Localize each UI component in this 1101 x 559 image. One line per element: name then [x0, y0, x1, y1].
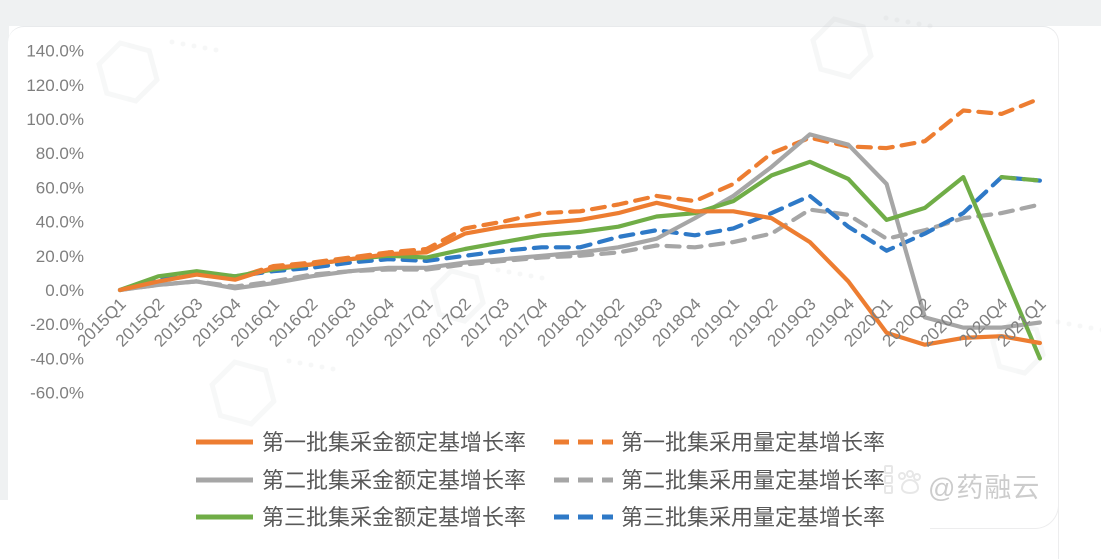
watermark-handle: @药融云: [884, 464, 1040, 507]
watermark-dot: [202, 45, 208, 51]
y-axis-tick-labels: 140.0% 120.0% 100.0% 80.0% 60.0% 40.0% 20.0% 0.…: [26, 42, 84, 403]
legend-item-batch1-amount: 第一批集采金额定基增长率: [196, 430, 526, 455]
watermark-hexagon: [990, 320, 1046, 376]
watermark-dot: [308, 362, 314, 368]
watermark-dot: [191, 43, 197, 49]
legend-label: 第二批集采金额定基增长率: [262, 468, 526, 493]
y-tick-label: -60.0%: [30, 384, 84, 403]
y-tick-label: 140.0%: [26, 42, 84, 61]
watermark-hexagon: [96, 40, 160, 104]
y-tick-label: 20.0%: [36, 247, 84, 266]
y-tick-label: 120.0%: [26, 76, 84, 95]
watermark-dot: [894, 17, 900, 23]
watermark-dot: [905, 19, 911, 25]
watermark-dot: [916, 21, 922, 27]
watermark-dot: [330, 366, 336, 372]
series-line-2-dashed: [117, 96, 1043, 293]
series-line-3-solid: [117, 132, 1043, 330]
y-tick-label: 0.0%: [45, 281, 84, 300]
watermark-handle-text: @药融云: [928, 473, 1041, 503]
legend-label: 第三批集采用量定基增长率: [621, 505, 885, 530]
chart-legend: 第一批集采金额定基增长率 第一批集采用量定基增长率 第二批集采金额定基增长率 第…: [196, 430, 885, 530]
watermark-dot: [883, 15, 889, 21]
watermark-dot: [506, 269, 512, 275]
y-tick-label: 40.0%: [36, 213, 84, 232]
y-tick-label: 60.0%: [36, 178, 84, 197]
watermark-dot: [539, 275, 545, 281]
watermark-dot: [927, 23, 933, 29]
legend-label: 第一批集采用量定基增长率: [621, 430, 885, 455]
y-tick-label: -20.0%: [30, 315, 84, 334]
y-tick-label: 80.0%: [36, 144, 84, 163]
x-axis-tick-labels: 2015Q12015Q22015Q32015Q42016Q12016Q22016…: [74, 294, 1050, 350]
series-line-1-solid: [117, 200, 1043, 347]
watermark-dot: [1055, 319, 1061, 325]
chart-card: [8, 26, 1059, 559]
y-tick-label: -40.0%: [30, 349, 84, 368]
series-final-segment-recolored: [999, 175, 1043, 183]
legend-item-batch2-volume: 第二批集采用量定基增长率: [554, 468, 885, 493]
page-background-strip-left: [0, 26, 9, 500]
y-tick-label: 100.0%: [26, 110, 84, 129]
legend-item-batch2-amount: 第二批集采金额定基增长率: [196, 468, 526, 493]
watermark-dot: [528, 273, 534, 279]
page-background-strip-top: [0, 0, 1101, 26]
legend-item-batch3-volume: 第三批集采用量定基增长率: [554, 505, 885, 530]
watermark-dot: [1077, 323, 1083, 329]
watermark-dot: [495, 267, 501, 273]
watermark-dot: [1066, 321, 1072, 327]
watermark-dot: [180, 41, 186, 47]
legend-item-batch1-volume: 第一批集采用量定基增长率: [554, 430, 885, 455]
watermark-hexagon: [810, 16, 874, 80]
watermark-dot: [297, 360, 303, 366]
legend-label: 第三批集采金额定基增长率: [262, 505, 526, 530]
watermark-hexagon: [430, 268, 486, 324]
chart-series: [117, 96, 1043, 361]
watermark-dot: [517, 271, 523, 277]
legend-label: 第二批集采用量定基增长率: [621, 468, 885, 493]
watermark-dot: [1088, 325, 1094, 331]
legend-label: 第一批集采金额定基增长率: [262, 430, 526, 455]
watermark-dot: [169, 39, 175, 45]
watermark-hexagons: [96, 15, 1101, 427]
watermark-dot: [213, 47, 219, 53]
legend-item-batch3-amount: 第三批集采金额定基增长率: [196, 505, 526, 530]
chart-card-corner: [930, 300, 1059, 529]
watermark-hexagon: [209, 359, 277, 427]
watermark-dot: [286, 358, 292, 364]
watermark-dot: [319, 364, 325, 370]
paw-cloud-watermark-icon: [884, 464, 924, 507]
